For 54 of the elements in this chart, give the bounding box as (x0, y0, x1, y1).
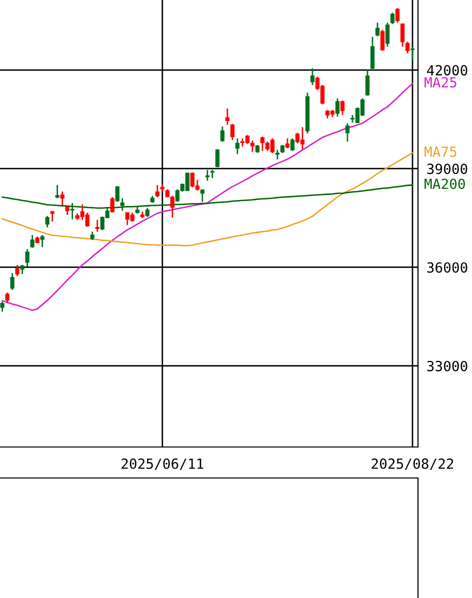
candlestick (410, 46, 415, 61)
candlestick (390, 12, 395, 25)
candlestick (365, 68, 370, 96)
candlestick (120, 197, 124, 212)
candlestick (405, 41, 410, 54)
x-tick-label: 2025/06/11 (122, 458, 204, 470)
candlestick (170, 195, 174, 218)
candlestick (385, 22, 390, 48)
candlestick (155, 184, 160, 198)
series-label: MA75 (424, 146, 456, 157)
candlestick (345, 122, 350, 142)
candlestick (60, 190, 64, 207)
y-tick-label: 36000 (427, 262, 468, 273)
line-series (2, 152, 414, 246)
candlestick (10, 272, 14, 291)
series-label: MA200 (424, 178, 465, 190)
candlestick (235, 138, 240, 155)
candlestick (310, 68, 315, 86)
candlestick (115, 186, 120, 202)
x-tick-label: 2025/08/22 (372, 458, 454, 470)
candlestick (225, 108, 230, 126)
candlestick (340, 100, 345, 116)
candlestick (250, 140, 254, 153)
candlestick (220, 126, 224, 142)
candlestick (275, 149, 280, 160)
candlestick (30, 234, 34, 249)
candlestick (380, 29, 385, 52)
candlestick (45, 215, 50, 228)
candlestick (0, 301, 4, 312)
y-tick-label: 42000 (427, 65, 468, 76)
candlestick (55, 184, 60, 199)
series-label: MA25 (424, 77, 456, 88)
candlestick (20, 264, 24, 275)
candlestick (260, 136, 264, 152)
candlestick (335, 98, 340, 118)
candlestick (25, 248, 30, 268)
candlestick (230, 123, 234, 141)
candlestick (215, 148, 220, 168)
line-series (2, 82, 414, 311)
candlestick (285, 138, 290, 149)
candlestick (40, 234, 44, 248)
candlestick (70, 202, 74, 220)
candlestick (15, 264, 20, 277)
candlestick (400, 22, 405, 48)
y-tick-label: 33000 (427, 360, 468, 372)
candlestick (395, 8, 400, 24)
y-tick-label: 39000 (427, 164, 468, 174)
candlestick (110, 196, 114, 214)
candlestick (95, 219, 100, 232)
candlestick (290, 138, 295, 152)
candlestick (200, 188, 204, 202)
candlestick (375, 22, 380, 37)
candlestick (5, 292, 10, 304)
candlestick (370, 36, 375, 70)
